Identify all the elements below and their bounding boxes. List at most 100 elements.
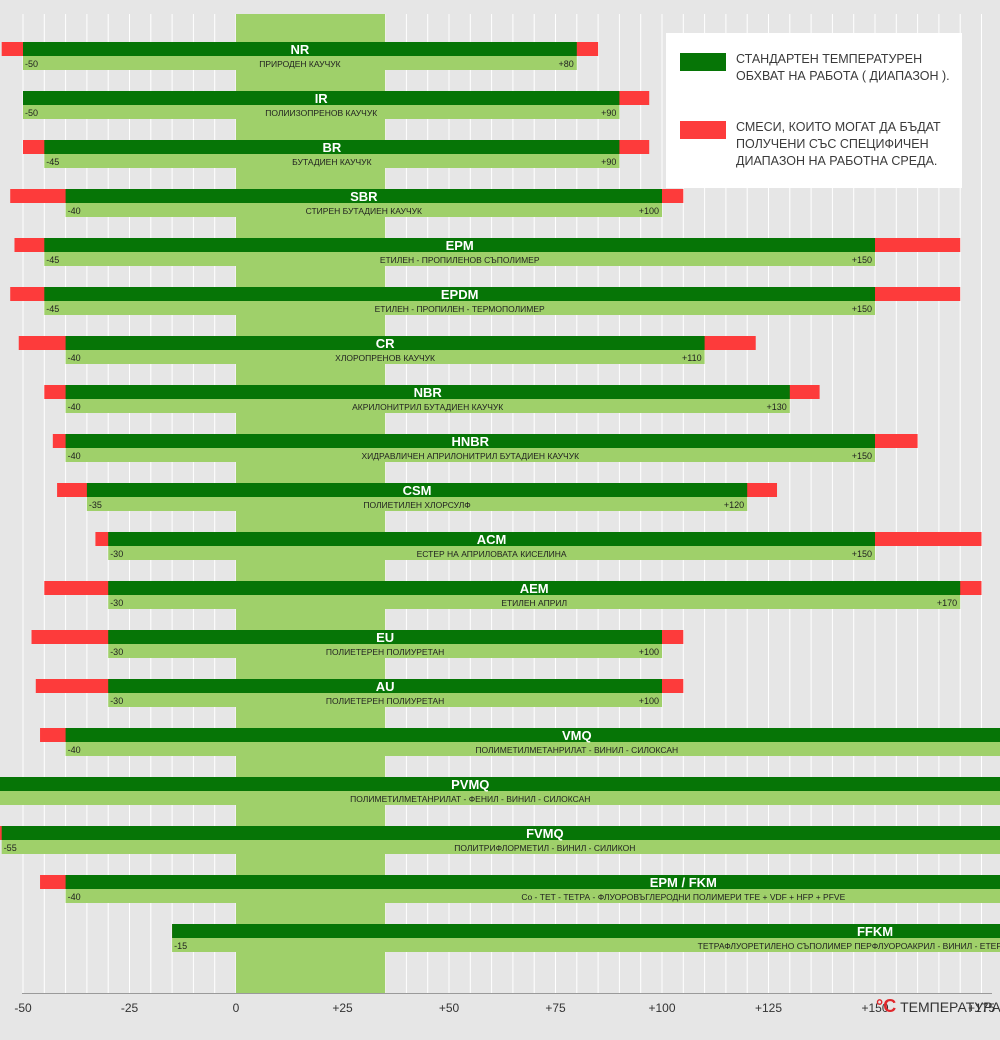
- material-name: ТЕТРАФЛУОРЕТИЛЕНО СЪПОЛИМЕР ПЕРФЛУОРОАКР…: [698, 941, 1000, 951]
- legend-label-standard: СТАНДАРТЕН ТЕМПЕРАТУРЕН ОБХВАТ НА РАБОТА…: [736, 52, 950, 83]
- material-row-nr: NR -50 +80 ПРИРОДЕН КАУЧУК: [1, 42, 599, 70]
- min-temp-label: -55: [4, 843, 17, 853]
- standard-range-bar: [1, 826, 1000, 840]
- standard-range-underbar: [23, 56, 577, 70]
- standard-range-bar: [23, 42, 577, 56]
- x-axis-label: ТЕМПЕРАТУРА: [900, 999, 1000, 1015]
- material-row-hnbr: HNBR -40 +150 ХИДРАВЛИЧЕН АПРИЛОНИТРИЛ БУТА…: [52, 434, 918, 462]
- x-tick-label: 0: [233, 1001, 240, 1015]
- x-tick-label: +100: [648, 1001, 675, 1015]
- material-code: EPM: [446, 238, 474, 253]
- standard-range-bar: [23, 91, 620, 105]
- material-row-csm: CSM -35 +120 ПОЛИЕТИЛЕН ХЛОРСУЛФ: [57, 483, 778, 511]
- max-temp-label: +90: [601, 157, 616, 167]
- material-code: HNBR: [452, 434, 490, 449]
- x-tick-label: +125: [755, 1001, 782, 1015]
- material-code: EPDM: [441, 287, 479, 302]
- standard-range-bar: [44, 238, 876, 252]
- max-temp-label: +150: [852, 451, 872, 461]
- max-temp-label: +100: [639, 647, 659, 657]
- material-code: AU: [376, 679, 395, 694]
- standard-range-underbar: [44, 252, 876, 266]
- standard-range-bar: [172, 924, 1000, 938]
- standard-range-bar: [108, 532, 875, 546]
- material-name: ПОЛИЕТЕРЕН ПОЛИУРЕТАН: [326, 647, 444, 657]
- material-name: ЕТИЛЕН АПРИЛ: [501, 598, 567, 608]
- max-temp-label: +110: [682, 353, 702, 363]
- material-code: NBR: [414, 385, 443, 400]
- standard-range-bar: [108, 630, 662, 644]
- max-temp-label: +100: [639, 206, 659, 216]
- max-temp-label: +130: [767, 402, 787, 412]
- material-code: FFKM: [857, 924, 893, 939]
- standard-range-underbar: [108, 644, 662, 658]
- min-temp-label: -50: [25, 59, 38, 69]
- max-temp-label: +150: [852, 549, 872, 559]
- material-code: VMQ: [562, 728, 592, 743]
- max-temp-label: +150: [852, 304, 872, 314]
- x-tick-label: -50: [14, 1001, 32, 1015]
- legend-label-special: СМЕСИ, КОИТО МОГАТ ДА БЪДАТ ПОЛУЧЕНИ СЪС…: [736, 120, 941, 168]
- material-name: ПРИРОДЕН КАУЧУК: [259, 59, 340, 69]
- material-name: СТИРЕН БУТАДИЕН КАУЧУК: [306, 206, 422, 216]
- bars: NR -50 +80 ПРИРОДЕН КАУЧУК IR -50 +90 ПОЛИИЗОПР…: [0, 42, 1000, 952]
- material-name: ХИДРАВЛИЧЕН АПРИЛОНИТРИЛ БУТАДИЕН КАУЧУК: [362, 451, 580, 461]
- max-temp-label: +90: [601, 108, 616, 118]
- standard-range-underbar: [65, 742, 1000, 756]
- x-axis: -100-75-50-250+25+50+75+100+125+150+175+…: [14, 993, 995, 1015]
- standard-range-underbar: [65, 448, 876, 462]
- legend: СТАНДАРТЕН ТЕМПЕРАТУРЕН ОБХВАТ НА РАБОТА…: [666, 33, 962, 188]
- min-temp-label: -15: [174, 941, 187, 951]
- material-row-epm: EPM -45 +150 ЕТИЛЕН - ПРОПИЛЕНОВ СЪПОЛИМЕР: [14, 238, 961, 266]
- material-row-br: BR -45 +90 БУТАДИЕН КАУЧУК: [23, 140, 650, 168]
- material-code: PVMQ: [451, 777, 489, 792]
- x-tick-label: +75: [545, 1001, 566, 1015]
- material-name: ПОЛИМЕТИЛМЕТАНРИЛАТ - ВИНИЛ - СИЛОКСАН: [475, 745, 678, 755]
- min-temp-label: -30: [110, 549, 123, 559]
- standard-range-bar: [65, 385, 790, 399]
- x-axis-unit: °C: [876, 996, 897, 1016]
- x-tick-label: +150: [861, 1001, 888, 1015]
- standard-range-underbar: [44, 301, 876, 315]
- standard-range-bar: [86, 483, 748, 497]
- material-code: CR: [376, 336, 395, 351]
- standard-range-bar: [44, 287, 876, 301]
- min-temp-label: -40: [68, 402, 81, 412]
- x-tick-label: +175: [968, 1001, 995, 1015]
- min-temp-label: -40: [68, 451, 81, 461]
- standard-range-underbar: [65, 889, 1000, 903]
- material-row-fvmq: FVMQ-55+200ПОЛИТРИФЛОРМЕТИЛ - ВИНИЛ - СИ…: [0, 826, 1000, 854]
- standard-range-bar: [108, 581, 961, 595]
- min-temp-label: -45: [46, 304, 59, 314]
- max-temp-label: +170: [937, 598, 957, 608]
- material-name: ЕТИЛЕН - ПРОПИЛЕНОВ СЪПОЛИМЕР: [380, 255, 540, 265]
- min-temp-label: -30: [110, 696, 123, 706]
- material-code: ACM: [477, 532, 507, 547]
- standard-range-bar: [44, 140, 620, 154]
- min-temp-label: -45: [46, 255, 59, 265]
- min-temp-label: -30: [110, 598, 123, 608]
- material-code: IR: [315, 91, 329, 106]
- material-name: ЕТИЛЕН - ПРОПИЛЕН - ТЕРМОПОЛИМЕР: [375, 304, 545, 314]
- min-temp-label: -30: [110, 647, 123, 657]
- standard-range-underbar: [172, 938, 1000, 952]
- min-temp-label: -40: [68, 892, 81, 902]
- material-row-ir: IR -50 +90 ПОЛИИЗОПРЕНОВ КАУЧУК: [23, 91, 650, 119]
- material-name: АКРИЛОНИТРИЛ БУТАДИЕН КАУЧУК: [352, 402, 503, 412]
- x-tick-label: +25: [332, 1001, 353, 1015]
- legend-item-standard: СТАНДАРТЕН ТЕМПЕРАТУРЕН ОБХВАТ НА РАБОТА…: [680, 51, 956, 85]
- material-code: SBR: [350, 189, 378, 204]
- material-row-eu: EU -30 +100 ПОЛИЕТЕРЕН ПОЛИУРЕТАН: [31, 630, 684, 658]
- standard-range-bar: [0, 777, 1000, 791]
- material-row-vmq: VMQ-40+200ПОЛИМЕТИЛМЕТАНРИЛАТ - ВИНИЛ - …: [40, 728, 1000, 756]
- material-name: ПОЛИЕТЕРЕН ПОЛИУРЕТАН: [326, 696, 444, 706]
- material-name: БУТАДИЕН КАУЧУК: [292, 157, 371, 167]
- legend-swatch-standard: [680, 53, 726, 71]
- standard-range-underbar: [65, 203, 663, 217]
- material-name: Co - ТЕТ - ТЕТРА - ФЛУОРОВЪГЛЕРОДНИ ПОЛИ…: [521, 892, 845, 902]
- standard-range-bar: [65, 728, 1000, 742]
- min-temp-label: -40: [68, 353, 81, 363]
- x-tick-label: +50: [439, 1001, 460, 1015]
- material-row-pvmq: PVMQ-90+200ПОЛИМЕТИЛМЕТАНРИЛАТ - ФЕНИЛ -…: [0, 777, 1000, 805]
